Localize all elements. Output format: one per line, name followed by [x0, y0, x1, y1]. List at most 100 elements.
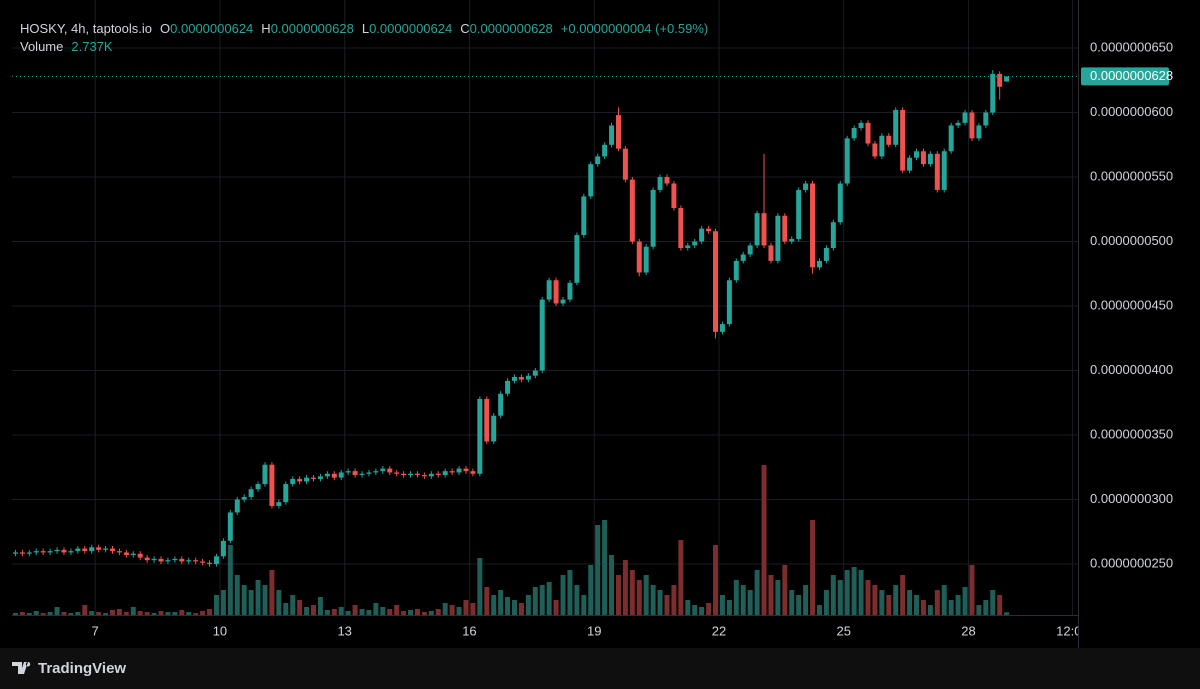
volume-bar [747, 590, 753, 615]
volume-bar [733, 580, 739, 615]
volume-bar [421, 612, 427, 615]
volume-bar [12, 613, 18, 615]
candle-body [331, 473, 337, 478]
x-tick-label: 12:00 [1056, 623, 1089, 638]
volume-bar [276, 590, 282, 615]
candle-body [685, 245, 691, 249]
candle-body [546, 280, 552, 300]
candle-body [290, 478, 296, 485]
candle-body [311, 477, 316, 479]
candle-body [796, 189, 802, 239]
volume-bar [463, 600, 469, 615]
y-tick-label: 0.0000000650 [1090, 39, 1173, 54]
volume-bar [518, 603, 524, 615]
volume-bar [345, 611, 351, 615]
volume-bar [414, 609, 420, 615]
candle-body [775, 215, 781, 261]
volume-bar [317, 597, 323, 615]
volume-bar [574, 585, 580, 615]
y-tick-label: 0.0000000250 [1090, 555, 1173, 570]
volume-bar [442, 603, 448, 615]
candle-body [19, 552, 25, 554]
volume-bar [706, 603, 712, 615]
candle-body [193, 560, 199, 562]
ohlc-key: L [362, 21, 369, 36]
volume-bar [920, 600, 926, 615]
volume-bar [33, 611, 39, 615]
ohlc-key: O [160, 21, 170, 36]
volume-bar [893, 585, 899, 615]
candle-body [359, 473, 365, 476]
branding: TradingView [12, 660, 126, 677]
candle-body [47, 551, 53, 553]
candle-body [380, 468, 386, 472]
candle-body [976, 125, 982, 139]
candle-body [116, 551, 122, 553]
volume-bar [782, 565, 788, 615]
candle-body [137, 553, 143, 558]
candle-body [865, 122, 871, 144]
candle-body [934, 153, 940, 190]
candle-body [525, 375, 531, 380]
volume-bar [713, 545, 718, 615]
volume-bar [948, 600, 954, 615]
volume-bar [505, 597, 511, 615]
volume-bar [373, 603, 379, 615]
volume-bar [110, 610, 115, 615]
candle-body [927, 153, 933, 165]
candle-body [518, 376, 524, 380]
y-tick-label: 0.0000000300 [1090, 491, 1173, 506]
volume-bar [47, 612, 53, 615]
candle-body [227, 512, 233, 541]
change: +0.0000000004 (+0.59%) [561, 21, 708, 36]
volume-bar [262, 585, 268, 615]
volume-bar [719, 595, 725, 615]
candle-body [713, 231, 718, 332]
volume-bar [366, 610, 372, 615]
candle-body [789, 238, 795, 242]
candle-body [997, 73, 1003, 87]
y-tick-label: 0.0000000600 [1090, 104, 1173, 119]
candle-body [470, 471, 476, 474]
volume-bar [331, 609, 337, 615]
volume-bar [352, 605, 358, 615]
candle-body [671, 183, 677, 209]
x-tick-label: 16 [462, 623, 476, 638]
candle-body [823, 248, 829, 261]
volume-bar [886, 595, 892, 615]
candle-body [706, 228, 712, 232]
volume-bar [657, 590, 663, 615]
candle-body [595, 156, 601, 165]
volume-bar [830, 575, 836, 615]
volume-bar [68, 613, 74, 615]
candle-body [733, 260, 739, 281]
candle-body [581, 196, 587, 236]
candle-body [588, 164, 594, 197]
candle-body [636, 241, 642, 273]
candle-body [782, 215, 788, 242]
candle-body [283, 484, 289, 503]
candle-body [754, 213, 760, 246]
candle-body [213, 556, 219, 565]
volume-bar [699, 607, 705, 615]
ohlc-key: H [261, 21, 270, 36]
candle-body [338, 472, 344, 478]
volume-bar [844, 570, 850, 615]
logo [12, 662, 31, 674]
volume-bar [283, 603, 289, 615]
candle-body [886, 135, 892, 145]
volume-bar [449, 605, 455, 615]
volume-bar [241, 585, 247, 615]
candle-body [768, 245, 774, 261]
candle-body [165, 560, 171, 562]
volume-bar [324, 610, 330, 615]
volume-bar [103, 613, 109, 615]
candle-body [75, 548, 81, 552]
symbol-title: HOSKY, 4h, taptools.io [20, 21, 152, 36]
candle-body [103, 548, 109, 550]
candle-body [837, 183, 843, 223]
volume-bar [456, 607, 462, 615]
volume-bar [75, 612, 81, 615]
ohlc-value: 0.0000000628 [271, 21, 354, 36]
